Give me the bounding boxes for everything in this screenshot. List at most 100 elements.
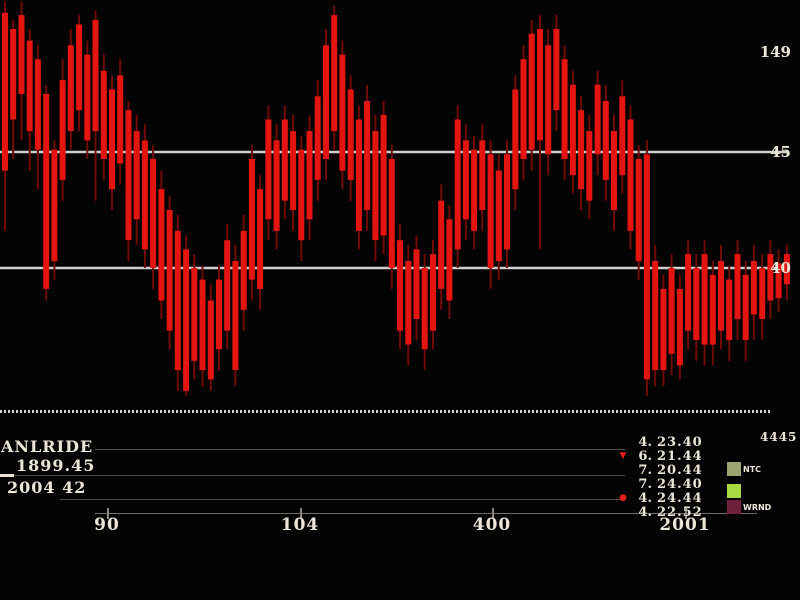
candle-body — [701, 254, 708, 345]
candle-body — [569, 84, 576, 176]
legend-swatch-icon — [727, 500, 741, 514]
candle-body — [676, 288, 683, 366]
candle-body — [43, 94, 50, 289]
candle-body — [504, 154, 510, 250]
legend-swatch-icon — [727, 462, 741, 476]
candle-body — [561, 59, 568, 160]
x-tick — [107, 508, 109, 519]
candle-body — [454, 119, 461, 250]
readout-marker-icon: ● — [619, 493, 627, 503]
candle-body — [133, 131, 140, 220]
readout-row: ▼ 6. 21.44 — [612, 448, 722, 464]
candle-body — [224, 240, 231, 331]
candle-body — [619, 96, 626, 176]
corner-value: 4445 — [760, 430, 798, 444]
candle-body — [759, 268, 766, 319]
candle-body — [446, 219, 453, 301]
readout-index: 6. — [638, 448, 652, 464]
candle-body — [314, 96, 321, 180]
x-axis-line — [95, 513, 757, 514]
candle-body — [594, 84, 601, 155]
candle-body — [26, 40, 33, 132]
readout-row: ● 4. 24.44 — [612, 490, 722, 506]
candle-body — [487, 154, 494, 268]
candle-body — [183, 249, 190, 391]
candle-body — [232, 261, 239, 370]
legend-label: NTC — [743, 464, 762, 474]
candle-body — [216, 279, 222, 350]
instrument-value-2: 2004 42 — [7, 478, 87, 497]
candle-body — [34, 59, 41, 150]
x-tick — [492, 508, 494, 519]
candle-body — [109, 89, 115, 190]
candle-body — [298, 149, 305, 241]
candle-body — [471, 149, 478, 231]
candle-body — [602, 101, 609, 180]
candle-body — [306, 131, 313, 220]
candle-body — [10, 29, 17, 120]
candle-body — [257, 189, 264, 289]
candle-body — [158, 189, 165, 301]
candle-body — [397, 240, 403, 331]
readout-value: 22.52 — [657, 504, 703, 520]
price-axis-label: 149 — [760, 43, 791, 61]
candle-body — [84, 54, 91, 141]
instrument-name: ANLRIDE — [1, 437, 94, 456]
candle-body — [528, 33, 535, 150]
candle-body — [520, 59, 527, 160]
candle-body — [652, 261, 659, 370]
candle-body — [709, 275, 716, 345]
candle-body — [438, 200, 445, 289]
readout-row: 4. 22.52 — [612, 504, 722, 520]
candle-body — [100, 70, 107, 159]
candle-body — [125, 110, 132, 241]
candle-body — [430, 254, 436, 331]
candle-body — [76, 24, 83, 111]
readout-index: 7. — [638, 476, 652, 492]
legend-item: NTC — [727, 462, 761, 476]
candle-body — [718, 261, 724, 331]
candle-body — [380, 114, 387, 236]
candle-body — [141, 140, 148, 250]
candle-body — [364, 101, 371, 210]
legend-label: WRND — [743, 502, 772, 512]
candle-body — [347, 89, 354, 180]
x-tick-label: 104 — [280, 515, 320, 535]
legend-swatch-icon — [727, 484, 741, 498]
candle-body — [586, 131, 593, 201]
candle-body — [18, 15, 25, 95]
candle-body — [323, 45, 329, 159]
readout-value: 21.44 — [657, 448, 703, 464]
readout-row: 4. 23.40 — [612, 435, 722, 450]
candle-body — [59, 80, 66, 180]
candle-body — [2, 12, 8, 171]
legend-item — [727, 484, 743, 498]
candle-body — [553, 29, 560, 111]
readout-value: 20.44 — [657, 462, 703, 478]
candle-body — [413, 249, 420, 319]
candle-body — [174, 230, 181, 371]
candlestick-plot: 149 45 40 — [0, 1, 791, 396]
candle-body — [166, 210, 173, 331]
candle-body — [693, 268, 700, 340]
candle-body — [495, 170, 502, 262]
candle-body — [240, 230, 247, 310]
x-tick — [685, 508, 687, 519]
candle-body — [643, 154, 650, 380]
candle-body — [660, 288, 667, 371]
legend-item: WRND — [727, 500, 771, 514]
x-tick-label: 400 — [472, 515, 512, 535]
readout-value: 24.40 — [657, 476, 703, 492]
candle-body — [191, 268, 198, 361]
grid-line — [60, 499, 625, 500]
candle-body — [290, 131, 297, 210]
candle-body — [51, 149, 58, 262]
candle-body — [668, 268, 675, 354]
candle-body — [775, 263, 782, 299]
readout-value: 24.44 — [657, 490, 703, 506]
candle-body — [248, 159, 255, 280]
price-chart[interactable]: 149 45 40 — [0, 0, 800, 412]
readout-row: 7. 20.44 — [612, 462, 722, 478]
x-tick-label: 2001 — [659, 515, 711, 535]
candle-body — [199, 279, 206, 371]
